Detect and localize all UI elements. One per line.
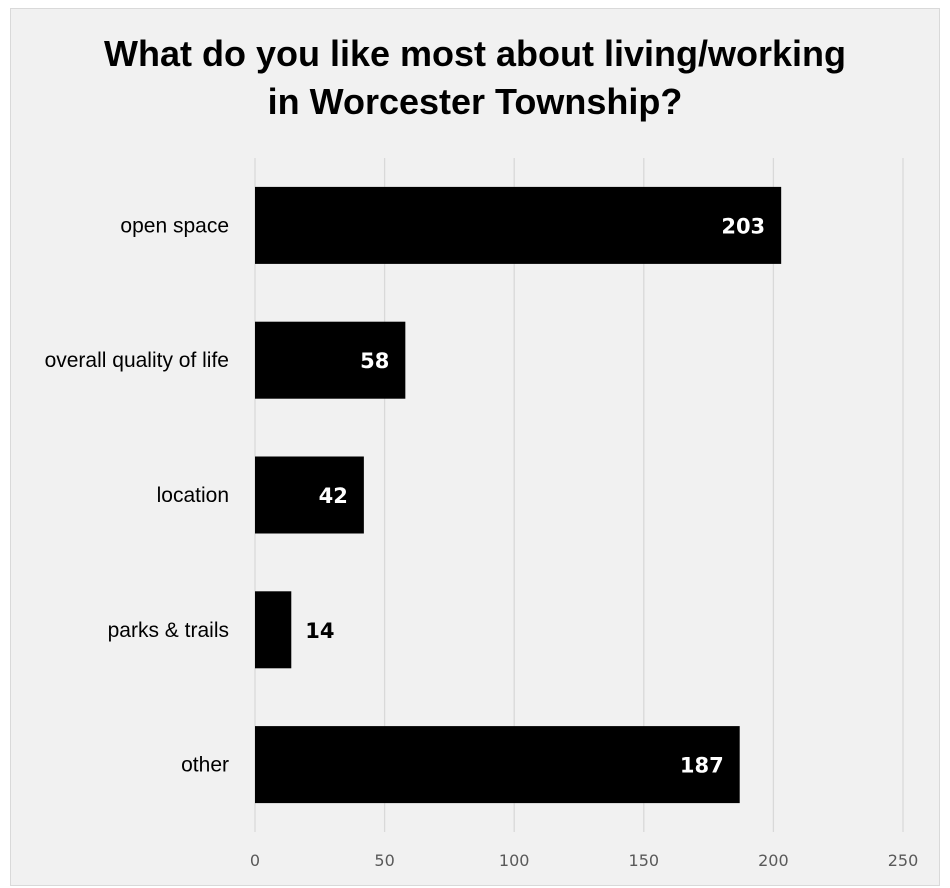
category-label: open space [120, 214, 229, 237]
x-tick-label: 100 [499, 851, 530, 870]
bar [255, 186, 782, 264]
chart-title-line-2: in Worcester Township? [267, 81, 683, 122]
x-tick-label: 250 [888, 851, 919, 870]
x-tick-label: 0 [250, 851, 260, 870]
bar [255, 591, 292, 669]
category-label: parks & trails [108, 619, 229, 642]
chart-title: What do you like most about living/worki… [10, 30, 940, 126]
data-label: 42 [319, 484, 348, 508]
chart-title-line-1: What do you like most about living/worki… [103, 33, 847, 74]
category-label: overall quality of life [45, 349, 229, 372]
data-label: 187 [680, 754, 724, 778]
category-label: other [181, 754, 229, 777]
bar [255, 456, 364, 534]
bar [255, 321, 406, 399]
data-label: 14 [305, 619, 334, 643]
bar [255, 726, 740, 804]
x-tick-label: 200 [758, 851, 789, 870]
category-label: location [157, 484, 229, 507]
x-tick-label: 50 [374, 851, 394, 870]
x-tick-label: 150 [629, 851, 660, 870]
data-label: 203 [721, 214, 765, 238]
data-label: 58 [360, 349, 389, 373]
